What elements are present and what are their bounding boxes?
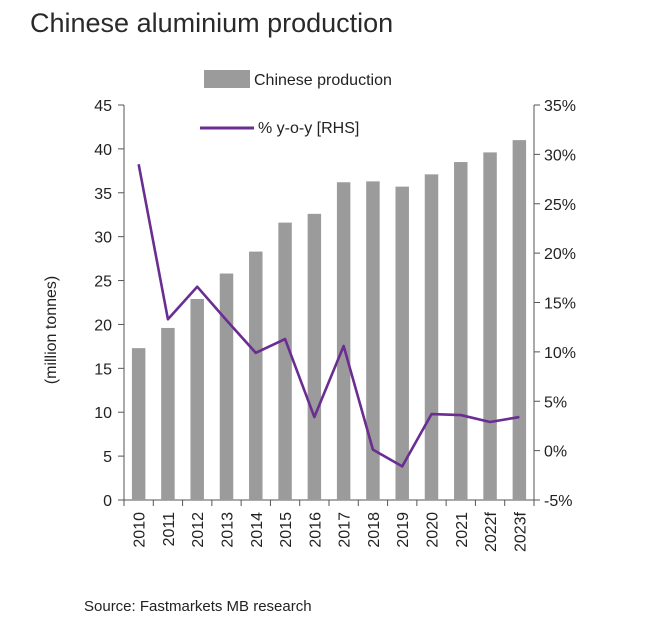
bar <box>424 174 439 500</box>
bar <box>307 213 322 500</box>
y2-tick-label: 5% <box>544 394 567 411</box>
y-tick-label: 30 <box>94 230 112 247</box>
bar <box>190 298 204 500</box>
bar <box>219 273 234 500</box>
bar <box>249 251 263 500</box>
y-tick-label: 0 <box>103 493 112 510</box>
x-tick-label: 2014 <box>249 512 266 548</box>
y-tick-label: 5 <box>103 449 112 466</box>
legend-label-yoy: % y-o-y [RHS] <box>258 120 359 137</box>
x-tick-label: 2022f <box>483 511 500 552</box>
y2-tick-label: 15% <box>544 296 576 313</box>
y2-tick-label: 35% <box>544 98 576 115</box>
legend: Chinese production % y-o-y [RHS] <box>200 70 392 137</box>
y-tick-label: 15 <box>94 361 112 378</box>
bars <box>131 140 527 501</box>
yoy-line <box>137 164 520 468</box>
y2-tick-label: 0% <box>544 444 567 461</box>
y-tick-label: 10 <box>94 405 112 422</box>
x-tick-label: 2015 <box>278 512 295 548</box>
y-tick-label: 40 <box>94 142 112 159</box>
x-tick-label: 2012 <box>190 512 207 548</box>
x-tick-label: 2023f <box>512 511 529 552</box>
x-tick-label: 2021 <box>454 512 471 548</box>
bar <box>366 181 380 500</box>
bar <box>131 348 146 500</box>
chart-title: Chinese aluminium production <box>30 8 393 38</box>
y2-tick-label: 20% <box>544 246 576 263</box>
x-tick-label: 2016 <box>307 512 324 548</box>
x-tick-label: 2019 <box>395 512 412 548</box>
y-tick-label: 45 <box>94 98 112 115</box>
y2-tick-label: 30% <box>544 147 576 164</box>
x-tick-label: 2018 <box>366 512 383 548</box>
yoy-line-path <box>137 164 520 468</box>
y2-tick-label: -5% <box>544 493 572 510</box>
source-note: Source: Fastmarkets MB research <box>84 598 312 615</box>
bar <box>278 222 292 500</box>
y2-tick-label: 10% <box>544 345 576 362</box>
x-tick-label: 2011 <box>161 512 178 547</box>
legend-swatch-production <box>204 70 250 88</box>
bar <box>512 140 527 500</box>
bar <box>161 327 175 500</box>
bar <box>336 182 351 500</box>
bar <box>454 162 468 501</box>
x-tick-label: 2013 <box>220 512 237 548</box>
y-tick-label: 25 <box>94 274 112 291</box>
x-tick-label: 2010 <box>132 512 149 548</box>
x-tick-label: 2020 <box>425 512 442 548</box>
bar <box>483 152 497 500</box>
y-tick-label: 20 <box>94 317 112 334</box>
y2-tick-label: 25% <box>544 197 576 214</box>
bar <box>395 186 409 500</box>
y-axis-label: (million tonnes) <box>43 276 60 384</box>
legend-label-production: Chinese production <box>254 72 392 89</box>
y-tick-label: 35 <box>94 186 112 203</box>
x-tick-label: 2017 <box>337 512 354 548</box>
axes: 0 5 10 15 20 25 30 35 40 45 -5% 0% 5% 10% 15% 20% 25% 30%… <box>94 98 576 552</box>
